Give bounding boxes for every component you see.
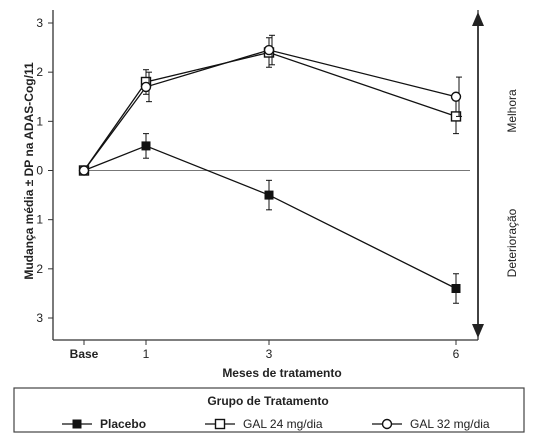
down-arrow-icon bbox=[472, 324, 484, 338]
legend-label-gal-32-mg-dia: GAL 32 mg/dia bbox=[410, 417, 490, 431]
data-point-gal-32-mg-dia bbox=[263, 44, 275, 56]
x-axis-title: Meses de tratamento bbox=[222, 366, 341, 380]
data-point-gal-32-mg-dia bbox=[140, 81, 152, 93]
data-point-gal-32-mg-dia bbox=[78, 165, 90, 176]
side-label-bottom: Deterioração bbox=[505, 208, 519, 277]
data-point-placebo bbox=[264, 190, 274, 200]
legend: Grupo de Tratamento Placebo GAL 24 mg/dia… bbox=[13, 387, 525, 433]
y-tick-label: 2 bbox=[36, 65, 43, 79]
y-tick-label: 1 bbox=[36, 213, 43, 227]
series-line-gal-24-mg-dia bbox=[83, 51, 457, 171]
legend-box bbox=[13, 387, 525, 433]
legend-marker-gal-32-mg-dia bbox=[381, 418, 393, 430]
y-tick-label: 2 bbox=[36, 262, 43, 276]
up-arrow-icon bbox=[472, 12, 484, 26]
legend-marker-gal-24-mg-dia bbox=[214, 418, 226, 430]
y-tick-label: 3 bbox=[36, 311, 43, 325]
data-point-placebo bbox=[451, 284, 461, 293]
legend-label-placebo: Placebo bbox=[100, 417, 146, 431]
x-tick-label: 3 bbox=[266, 347, 273, 361]
series-line-placebo bbox=[83, 145, 457, 290]
x-tick-label: 1 bbox=[143, 347, 150, 361]
side-label-top: Melhora bbox=[505, 89, 519, 133]
y-tick-label: 0 bbox=[36, 164, 43, 178]
legend-marker-placebo bbox=[72, 419, 82, 429]
legend-title: Grupo de Tratamento bbox=[207, 394, 328, 408]
data-point-gal-32-mg-dia bbox=[450, 91, 462, 102]
plot-area: 3 2 1 0 1 2 3 Base 1 3 6 bbox=[36, 10, 484, 361]
x-tick-label: Base bbox=[70, 347, 99, 361]
y-axis-title: Mudança média ± DP na ADAS-Cog/11 bbox=[22, 62, 36, 280]
x-tick-label: 6 bbox=[453, 347, 460, 361]
legend-label-gal-24-mg-dia: GAL 24 mg/dia bbox=[243, 417, 323, 431]
y-tick-label: 3 bbox=[36, 16, 43, 30]
y-tick-label: 1 bbox=[36, 114, 43, 128]
data-point-placebo bbox=[141, 141, 151, 151]
series-line-gal-32-mg-dia bbox=[83, 49, 457, 171]
